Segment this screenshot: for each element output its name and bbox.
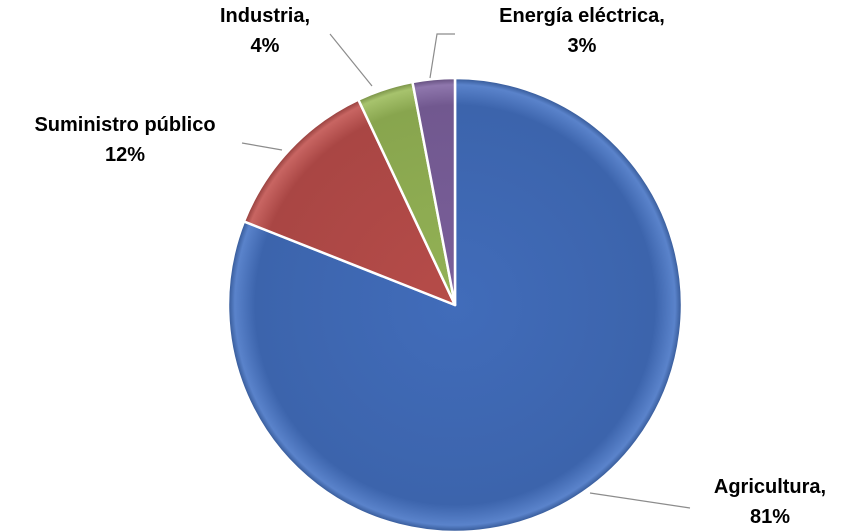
pie-slice-agricultura bbox=[226, 76, 684, 531]
data-label-energia-electrica: Energía eléctrica, 3% bbox=[499, 5, 665, 57]
leader-line-industria bbox=[329, 33, 373, 87]
data-label-suministro-publico: Suministro público 12% bbox=[34, 114, 215, 166]
leader-line-energia-electrica bbox=[429, 33, 455, 79]
data-label-agricultura: Agricultura, 81% bbox=[714, 476, 826, 528]
leader-line-suministro-publico bbox=[241, 142, 283, 151]
leader-lines-layer bbox=[241, 33, 691, 509]
data-labels-layer: Agricultura, 81% Suministro público 12% Indu… bbox=[34, 5, 826, 528]
slices-layer bbox=[226, 76, 684, 531]
pie-slice-energia-electrica bbox=[411, 76, 457, 307]
data-label-industria: Industria, 4% bbox=[220, 5, 310, 57]
pie-slice-suministro-publico bbox=[242, 98, 457, 307]
leader-line-agricultura bbox=[589, 492, 691, 509]
